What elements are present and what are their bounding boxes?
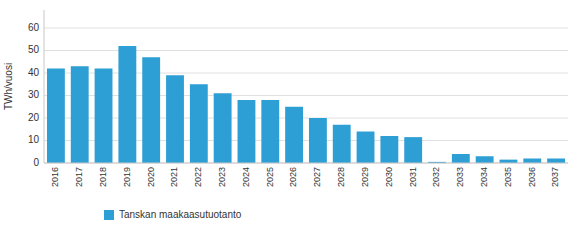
bar	[500, 160, 518, 163]
bar	[380, 136, 398, 163]
x-tick-label: 2027	[312, 167, 322, 187]
x-tick-label: 2034	[479, 167, 489, 187]
x-tick-label: 2025	[265, 167, 275, 187]
bar	[71, 66, 89, 163]
bar	[333, 125, 351, 163]
bar	[261, 100, 279, 163]
x-tick-label: 2026	[288, 167, 298, 187]
bar	[95, 69, 113, 164]
x-tick-label: 2019	[122, 167, 132, 187]
x-tick-label: 2021	[169, 167, 179, 187]
bar	[142, 57, 160, 163]
x-tick-label: 2028	[336, 167, 346, 187]
y-tick-label: 10	[28, 134, 40, 145]
y-tick-label: 60	[28, 22, 40, 33]
bars	[47, 46, 565, 163]
bar	[309, 118, 327, 163]
x-tick-label: 2030	[384, 167, 394, 187]
x-tick-label: 2037	[550, 167, 560, 187]
grid-line	[44, 28, 568, 29]
x-tick-label: 2035	[503, 167, 513, 187]
bar	[238, 100, 256, 163]
x-tick-label: 2032	[431, 167, 441, 187]
x-tick-label: 2036	[527, 167, 537, 187]
x-tick-label: 2029	[360, 167, 370, 187]
chart: 0102030405060201620172018201920202021202…	[0, 0, 578, 225]
legend-swatch	[104, 210, 114, 220]
x-tick-label: 2017	[74, 167, 84, 187]
bar	[214, 93, 232, 163]
y-tick-label: 30	[28, 89, 40, 100]
bar	[452, 154, 470, 163]
chart-container: 0102030405060201620172018201920202021202…	[0, 0, 578, 225]
y-tick-label: 0	[33, 157, 39, 168]
x-tick-label: 2016	[50, 167, 60, 187]
y-tick-label: 50	[28, 44, 40, 55]
bar	[47, 69, 65, 164]
grid-line	[44, 163, 568, 164]
y-axis-line	[44, 10, 45, 163]
bar	[118, 46, 136, 163]
y-tick-label: 40	[28, 67, 40, 78]
y-tick-label: 20	[28, 112, 40, 123]
bar	[190, 84, 208, 163]
x-tick-label: 2023	[217, 167, 227, 187]
x-tick-label: 2018	[98, 167, 108, 187]
y-grid	[44, 28, 568, 163]
bar	[476, 156, 494, 163]
x-tick-label: 2022	[193, 167, 203, 187]
legend-label: Tanskan maakaasutuotanto	[119, 209, 242, 220]
x-tick-label: 2031	[408, 167, 418, 187]
legend: Tanskan maakaasutuotanto	[104, 209, 242, 220]
bar	[357, 132, 375, 164]
x-tick-label: 2033	[455, 167, 465, 187]
x-tick-label: 2024	[241, 167, 251, 187]
bar	[523, 159, 541, 164]
y-axis-label: TWh/vuosi	[3, 63, 14, 110]
bar	[285, 107, 303, 163]
x-axis-line	[44, 163, 568, 164]
bar	[166, 75, 184, 163]
bar	[404, 137, 422, 163]
bar	[547, 159, 565, 164]
x-tick-label: 2020	[146, 167, 156, 187]
